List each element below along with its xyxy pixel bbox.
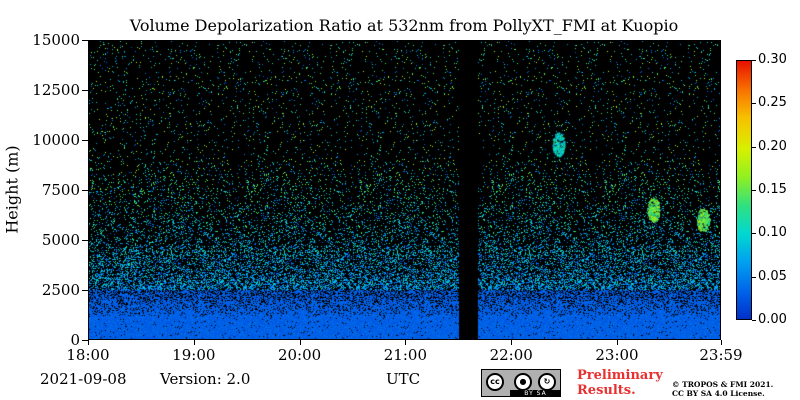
colorbar-tick-label: 0.30: [758, 52, 787, 67]
date-label: 2021-09-08: [40, 370, 127, 388]
x-tick-mark: [405, 340, 407, 345]
version-label: Version: 2.0: [160, 370, 251, 388]
x-tick-label: 23:59: [699, 346, 743, 364]
colorbar-tick-label: 0.20: [758, 138, 787, 154]
y-tick-label: 2500: [41, 281, 80, 299]
depolarization-heatmap: [89, 41, 720, 339]
colorbar-tick-label: 0.05: [758, 268, 787, 284]
colorbar: [736, 60, 752, 320]
y-tick-mark: [82, 290, 88, 291]
x-tick-label: 18:00: [66, 346, 110, 364]
colorbar-tick-label: 0.10: [758, 225, 787, 241]
colorbar-tick-label: 0.25: [758, 95, 787, 111]
colorbar-tick-mark: [752, 320, 756, 321]
plot-area: [88, 40, 721, 340]
x-tick-mark: [721, 340, 722, 345]
share-alike-icon: ↻: [538, 373, 556, 391]
preliminary-notice: Preliminary Results.: [577, 368, 677, 398]
y-tick-label: 15000: [32, 31, 80, 49]
x-tick-label: 19:00: [172, 346, 216, 364]
x-tick-label: 21:00: [383, 346, 427, 364]
x-tick-label: 22:00: [489, 346, 533, 364]
y-tick-label: 10000: [32, 131, 80, 149]
y-tick-mark: [82, 340, 88, 341]
colorbar-tick-mark: [752, 190, 756, 191]
y-tick-label: 12500: [32, 81, 80, 99]
y-tick-label: 5000: [41, 231, 80, 249]
colorbar-tick-label: 0.00: [758, 312, 787, 327]
cc-icon: cc: [486, 373, 504, 391]
colorbar-tick-label: 0.15: [758, 182, 787, 197]
colorbar-tick-mark: [752, 276, 756, 278]
y-tick-label: 0: [70, 331, 80, 349]
colorbar-tick-mark: [752, 233, 756, 235]
chart-title: Volume Depolarization Ratio at 532nm fro…: [129, 16, 679, 35]
cc-license-badge: cc ● ↻ BY SA: [481, 369, 561, 397]
x-tick-mark: [88, 340, 89, 345]
colorbar-tick-mark: [752, 103, 756, 105]
x-tick-mark: [193, 340, 195, 345]
y-tick-mark: [82, 190, 88, 191]
preliminary-line1: Preliminary: [577, 368, 663, 383]
x-tick-mark: [511, 340, 513, 345]
y-tick-mark: [82, 140, 88, 141]
y-tick-label: 7500: [41, 181, 80, 199]
x-tick-label: 23:00: [595, 346, 639, 364]
license-notice: © TROPOS & FMI 2021. CC BY SA 4.0 Licens…: [672, 380, 797, 398]
license-line2: CC BY SA 4.0 License.: [672, 389, 765, 398]
colorbar-tick-mark: [752, 146, 756, 148]
y-tick-mark: [82, 240, 88, 241]
license-line1: © TROPOS & FMI 2021.: [672, 380, 774, 389]
x-tick-label: 20:00: [277, 346, 322, 364]
person-icon: ●: [514, 373, 532, 391]
x-tick-mark: [299, 340, 301, 345]
y-tick-mark: [82, 90, 88, 91]
x-axis-label: UTC: [386, 370, 421, 388]
x-tick-mark: [616, 340, 618, 345]
colorbar-tick-mark: [752, 60, 756, 61]
y-tick-mark: [82, 40, 88, 41]
preliminary-line2: Results.: [577, 383, 636, 398]
cc-badge-strip: BY SA: [510, 390, 561, 397]
